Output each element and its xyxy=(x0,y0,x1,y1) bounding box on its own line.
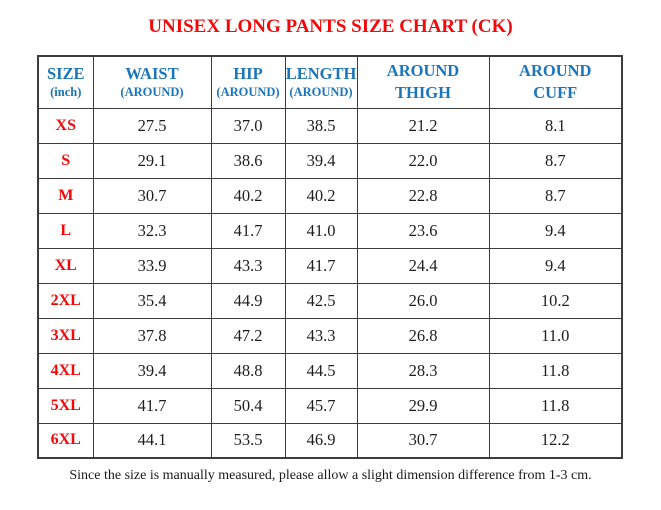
size-label-cell: 4XL xyxy=(37,352,94,389)
header-cuff-line1: AROUND xyxy=(519,61,592,81)
measurement-value-cell: 41.7 xyxy=(284,247,358,284)
size-label-cell: 3XL xyxy=(37,317,94,354)
size-label-cell: M xyxy=(37,177,94,214)
header-length-label: LENGTH xyxy=(285,63,357,83)
size-label-cell: 2XL xyxy=(37,282,94,319)
table-row: M 30.7 40.2 40.2 22.8 8.7 xyxy=(37,177,623,214)
measurement-disclaimer: Since the size is manually measured, ple… xyxy=(69,468,592,483)
column-header-size: SIZE (inch) xyxy=(37,55,94,109)
size-label-cell: 5XL xyxy=(37,387,94,424)
measurement-value-cell: 41.7 xyxy=(210,212,286,249)
column-header-length: LENGTH (AROUND) xyxy=(284,55,358,109)
table-body: XS 27.5 37.0 38.5 21.2 8.1 S 29.1 38.6 39.4 22.0 8.… xyxy=(37,107,623,459)
measurement-value-cell: 53.5 xyxy=(210,422,286,459)
header-hip-sub: (AROUND) xyxy=(216,85,280,100)
header-size-label: SIZE xyxy=(46,63,85,83)
size-label-cell: 6XL xyxy=(37,422,94,459)
measurement-value-cell: 40.2 xyxy=(210,177,286,214)
measurement-value-cell: 29.1 xyxy=(92,142,212,179)
measurement-value-cell: 37.0 xyxy=(210,107,286,144)
table-header: SIZE (inch) WAIST (AROUND) HIP (AROUND) … xyxy=(37,55,623,109)
header-waist-label: WAIST xyxy=(125,63,179,83)
measurement-value-cell: 22.0 xyxy=(356,142,490,179)
table-row: 4XL 39.4 48.8 44.5 28.3 11.8 xyxy=(37,352,623,389)
measurement-value-cell: 28.3 xyxy=(356,352,490,389)
measurement-value-cell: 9.4 xyxy=(488,212,623,249)
measurement-value-cell: 29.9 xyxy=(356,387,490,424)
measurement-value-cell: 27.5 xyxy=(92,107,212,144)
measurement-value-cell: 44.9 xyxy=(210,282,286,319)
header-hip-label: HIP xyxy=(233,63,263,83)
measurement-value-cell: 43.3 xyxy=(284,317,358,354)
measurement-value-cell: 11.0 xyxy=(488,317,623,354)
measurement-value-cell: 47.2 xyxy=(210,317,286,354)
header-thigh-line1: AROUND xyxy=(386,61,460,81)
table-row: 5XL 41.7 50.4 45.7 29.9 11.8 xyxy=(37,387,623,424)
table-row: L 32.3 41.7 41.0 23.6 9.4 xyxy=(37,212,623,249)
measurement-value-cell: 10.2 xyxy=(488,282,623,319)
column-header-waist: WAIST (AROUND) xyxy=(92,55,212,109)
measurement-value-cell: 44.5 xyxy=(284,352,358,389)
size-label-cell: XL xyxy=(37,247,94,284)
header-length-sub: (AROUND) xyxy=(289,85,353,100)
column-header-around-thigh: AROUND THIGH xyxy=(356,55,490,109)
measurement-value-cell: 38.5 xyxy=(284,107,358,144)
size-chart-table: SIZE (inch) WAIST (AROUND) HIP (AROUND) … xyxy=(37,55,623,459)
table-row: 2XL 35.4 44.9 42.5 26.0 10.2 xyxy=(37,282,623,319)
measurement-value-cell: 42.5 xyxy=(284,282,358,319)
measurement-value-cell: 44.1 xyxy=(92,422,212,459)
measurement-value-cell: 50.4 xyxy=(210,387,286,424)
table-row: XL 33.9 43.3 41.7 24.4 9.4 xyxy=(37,247,623,284)
measurement-value-cell: 33.9 xyxy=(92,247,212,284)
table-row: 6XL 44.1 53.5 46.9 30.7 12.2 xyxy=(37,422,623,459)
measurement-value-cell: 8.7 xyxy=(488,177,623,214)
measurement-value-cell: 32.3 xyxy=(92,212,212,249)
measurement-value-cell: 45.7 xyxy=(284,387,358,424)
size-label-cell: S xyxy=(37,142,94,179)
measurement-value-cell: 26.8 xyxy=(356,317,490,354)
measurement-value-cell: 9.4 xyxy=(488,247,623,284)
header-thigh-line2: THIGH xyxy=(395,82,451,102)
measurement-value-cell: 30.7 xyxy=(92,177,212,214)
size-label-cell: L xyxy=(37,212,94,249)
measurement-value-cell: 24.4 xyxy=(356,247,490,284)
measurement-value-cell: 40.2 xyxy=(284,177,358,214)
measurement-value-cell: 39.4 xyxy=(284,142,358,179)
measurement-value-cell: 48.8 xyxy=(210,352,286,389)
table-row: S 29.1 38.6 39.4 22.0 8.7 xyxy=(37,142,623,179)
table-row: 3XL 37.8 47.2 43.3 26.8 11.0 xyxy=(37,317,623,354)
measurement-value-cell: 41.7 xyxy=(92,387,212,424)
measurement-value-cell: 30.7 xyxy=(356,422,490,459)
measurement-value-cell: 37.8 xyxy=(92,317,212,354)
measurement-value-cell: 23.6 xyxy=(356,212,490,249)
header-cuff-line2: CUFF xyxy=(533,82,578,102)
measurement-value-cell: 35.4 xyxy=(92,282,212,319)
measurement-value-cell: 8.7 xyxy=(488,142,623,179)
measurement-value-cell: 11.8 xyxy=(488,387,623,424)
page-title: UNISEX LONG PANTS SIZE CHART (CK) xyxy=(148,16,513,37)
header-size-unit: (inch) xyxy=(50,85,82,100)
column-header-hip: HIP (AROUND) xyxy=(210,55,286,109)
column-header-around-cuff: AROUND CUFF xyxy=(488,55,623,109)
measurement-value-cell: 43.3 xyxy=(210,247,286,284)
measurement-value-cell: 11.8 xyxy=(488,352,623,389)
measurement-value-cell: 46.9 xyxy=(284,422,358,459)
size-label-cell: XS xyxy=(37,107,94,144)
header-waist-sub: (AROUND) xyxy=(120,85,184,100)
header-row: SIZE (inch) WAIST (AROUND) HIP (AROUND) … xyxy=(37,55,623,109)
measurement-value-cell: 41.0 xyxy=(284,212,358,249)
measurement-value-cell: 8.1 xyxy=(488,107,623,144)
measurement-value-cell: 21.2 xyxy=(356,107,490,144)
measurement-value-cell: 26.0 xyxy=(356,282,490,319)
measurement-value-cell: 39.4 xyxy=(92,352,212,389)
measurement-value-cell: 22.8 xyxy=(356,177,490,214)
table-row: XS 27.5 37.0 38.5 21.2 8.1 xyxy=(37,107,623,144)
measurement-value-cell: 12.2 xyxy=(488,422,623,459)
measurement-value-cell: 38.6 xyxy=(210,142,286,179)
